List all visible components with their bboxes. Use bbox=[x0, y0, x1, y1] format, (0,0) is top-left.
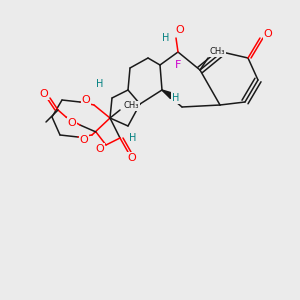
Text: O: O bbox=[40, 89, 48, 99]
Text: O: O bbox=[68, 118, 76, 128]
Text: H: H bbox=[96, 79, 104, 89]
Text: F: F bbox=[175, 60, 181, 70]
Text: O: O bbox=[82, 95, 90, 105]
Text: H: H bbox=[172, 93, 180, 103]
Text: O: O bbox=[80, 135, 88, 145]
Text: O: O bbox=[128, 153, 136, 163]
Text: O: O bbox=[96, 144, 104, 154]
Text: CH₃: CH₃ bbox=[210, 47, 226, 56]
Text: H: H bbox=[162, 33, 170, 43]
Text: O: O bbox=[176, 25, 184, 35]
Text: H: H bbox=[129, 133, 137, 143]
Polygon shape bbox=[162, 90, 173, 99]
Text: CH₃: CH₃ bbox=[124, 101, 140, 110]
Text: O: O bbox=[264, 29, 272, 39]
